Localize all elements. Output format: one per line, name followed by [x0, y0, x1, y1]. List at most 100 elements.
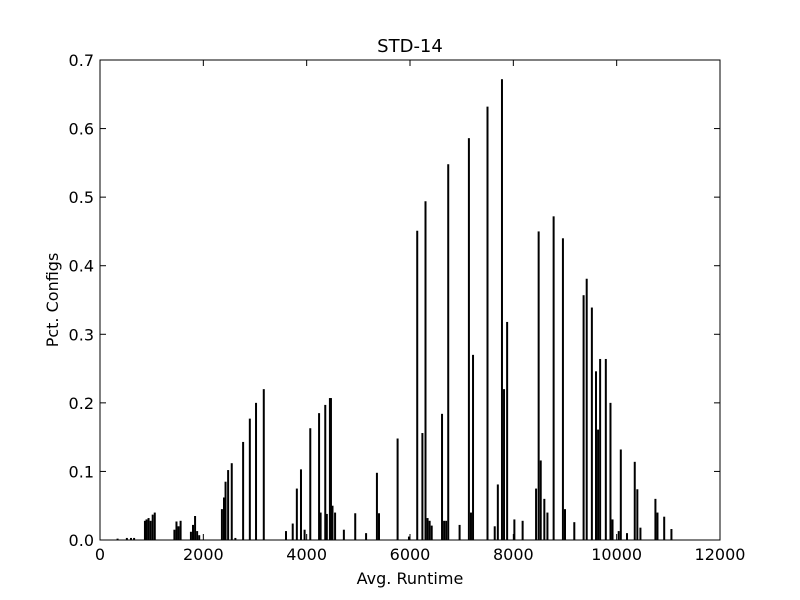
bar: [325, 513, 328, 540]
bar: [619, 449, 622, 540]
bar: [396, 438, 399, 540]
bar: [192, 524, 194, 540]
bar: [573, 522, 576, 540]
bar: [467, 138, 470, 541]
bar: [149, 520, 152, 540]
bar: [255, 402, 258, 540]
bar: [116, 538, 119, 540]
bar: [354, 513, 357, 540]
bar: [424, 201, 427, 540]
bar: [595, 371, 597, 540]
bar: [539, 460, 542, 540]
bar: [309, 428, 312, 540]
bar: [125, 537, 128, 540]
bar: [500, 79, 503, 540]
bar: [426, 518, 429, 540]
bars: [116, 79, 673, 541]
bar: [285, 531, 287, 540]
bar: [227, 470, 230, 540]
x-axis-label: Avg. Runtime: [357, 569, 464, 588]
bar: [611, 519, 614, 540]
bar: [654, 498, 657, 540]
bar: [656, 512, 659, 540]
bar: [224, 481, 227, 540]
bar: [262, 389, 265, 540]
bar: [378, 513, 380, 540]
bar: [194, 516, 197, 540]
bar: [469, 512, 472, 540]
bar: [521, 520, 524, 540]
bar: [546, 512, 549, 540]
bar: [663, 516, 666, 540]
bar: [430, 525, 433, 540]
bar: [318, 413, 321, 540]
bar: [143, 520, 146, 540]
bar: [151, 514, 154, 540]
y-tick-label: 0.4: [69, 257, 94, 276]
bar: [248, 418, 251, 540]
bar: [230, 463, 233, 540]
bar: [223, 497, 225, 540]
bar: [590, 307, 593, 540]
bar: [421, 433, 424, 540]
bar: [443, 520, 446, 540]
y-tick-label: 0.7: [69, 51, 94, 70]
y-tick-label: 0.1: [69, 462, 94, 481]
y-tick-label: 0.0: [69, 531, 94, 550]
bar: [552, 216, 555, 540]
bar: [513, 519, 516, 540]
chart-title: STD-14: [377, 36, 443, 57]
bar: [604, 358, 607, 540]
y-tick-label: 0.6: [69, 120, 94, 139]
bar: [242, 441, 245, 540]
bar: [503, 389, 506, 540]
bar: [153, 512, 156, 540]
bar: [145, 519, 148, 540]
bar: [173, 529, 176, 540]
bar: [220, 509, 223, 540]
bar: [147, 518, 150, 540]
bar: [130, 537, 132, 540]
bar: [189, 531, 192, 540]
bar: [428, 520, 431, 540]
bar: [328, 398, 331, 540]
ticks: 0 2000 4000 6000 8000 10000 12000 0.0 0.1 0.2 0.3 0…: [69, 51, 746, 564]
bar: [472, 354, 475, 540]
bar: [196, 531, 199, 540]
bar: [291, 523, 294, 540]
bar: [234, 537, 237, 540]
x-tick-label: 6000: [390, 545, 431, 564]
x-tick-label: 2000: [183, 545, 224, 564]
bar: [585, 278, 588, 540]
bar: [365, 533, 368, 540]
bar: [445, 520, 448, 540]
bar: [458, 524, 461, 540]
bar: [375, 472, 378, 540]
bar: [670, 529, 673, 540]
bar: [319, 512, 322, 540]
bar: [582, 295, 585, 540]
bar: [486, 106, 489, 540]
y-tick-label: 0.5: [69, 188, 94, 207]
bar: [543, 498, 546, 540]
bar: [441, 413, 444, 540]
bar: [564, 509, 566, 540]
bar: [626, 533, 628, 540]
bar: [633, 461, 636, 540]
bar: [597, 429, 600, 540]
bar: [342, 529, 345, 540]
x-tick-label: 8000: [493, 545, 534, 564]
x-tick-label: 10000: [591, 545, 642, 564]
x-tick-label: 0: [95, 545, 105, 564]
y-axis-label: Pct. Configs: [43, 253, 62, 348]
bar: [561, 238, 564, 541]
bar: [299, 469, 302, 540]
bar: [496, 484, 499, 540]
bar: [303, 529, 306, 540]
bar: [493, 526, 496, 540]
bar: [447, 164, 450, 541]
bar: [506, 321, 509, 540]
bar: [416, 230, 419, 541]
